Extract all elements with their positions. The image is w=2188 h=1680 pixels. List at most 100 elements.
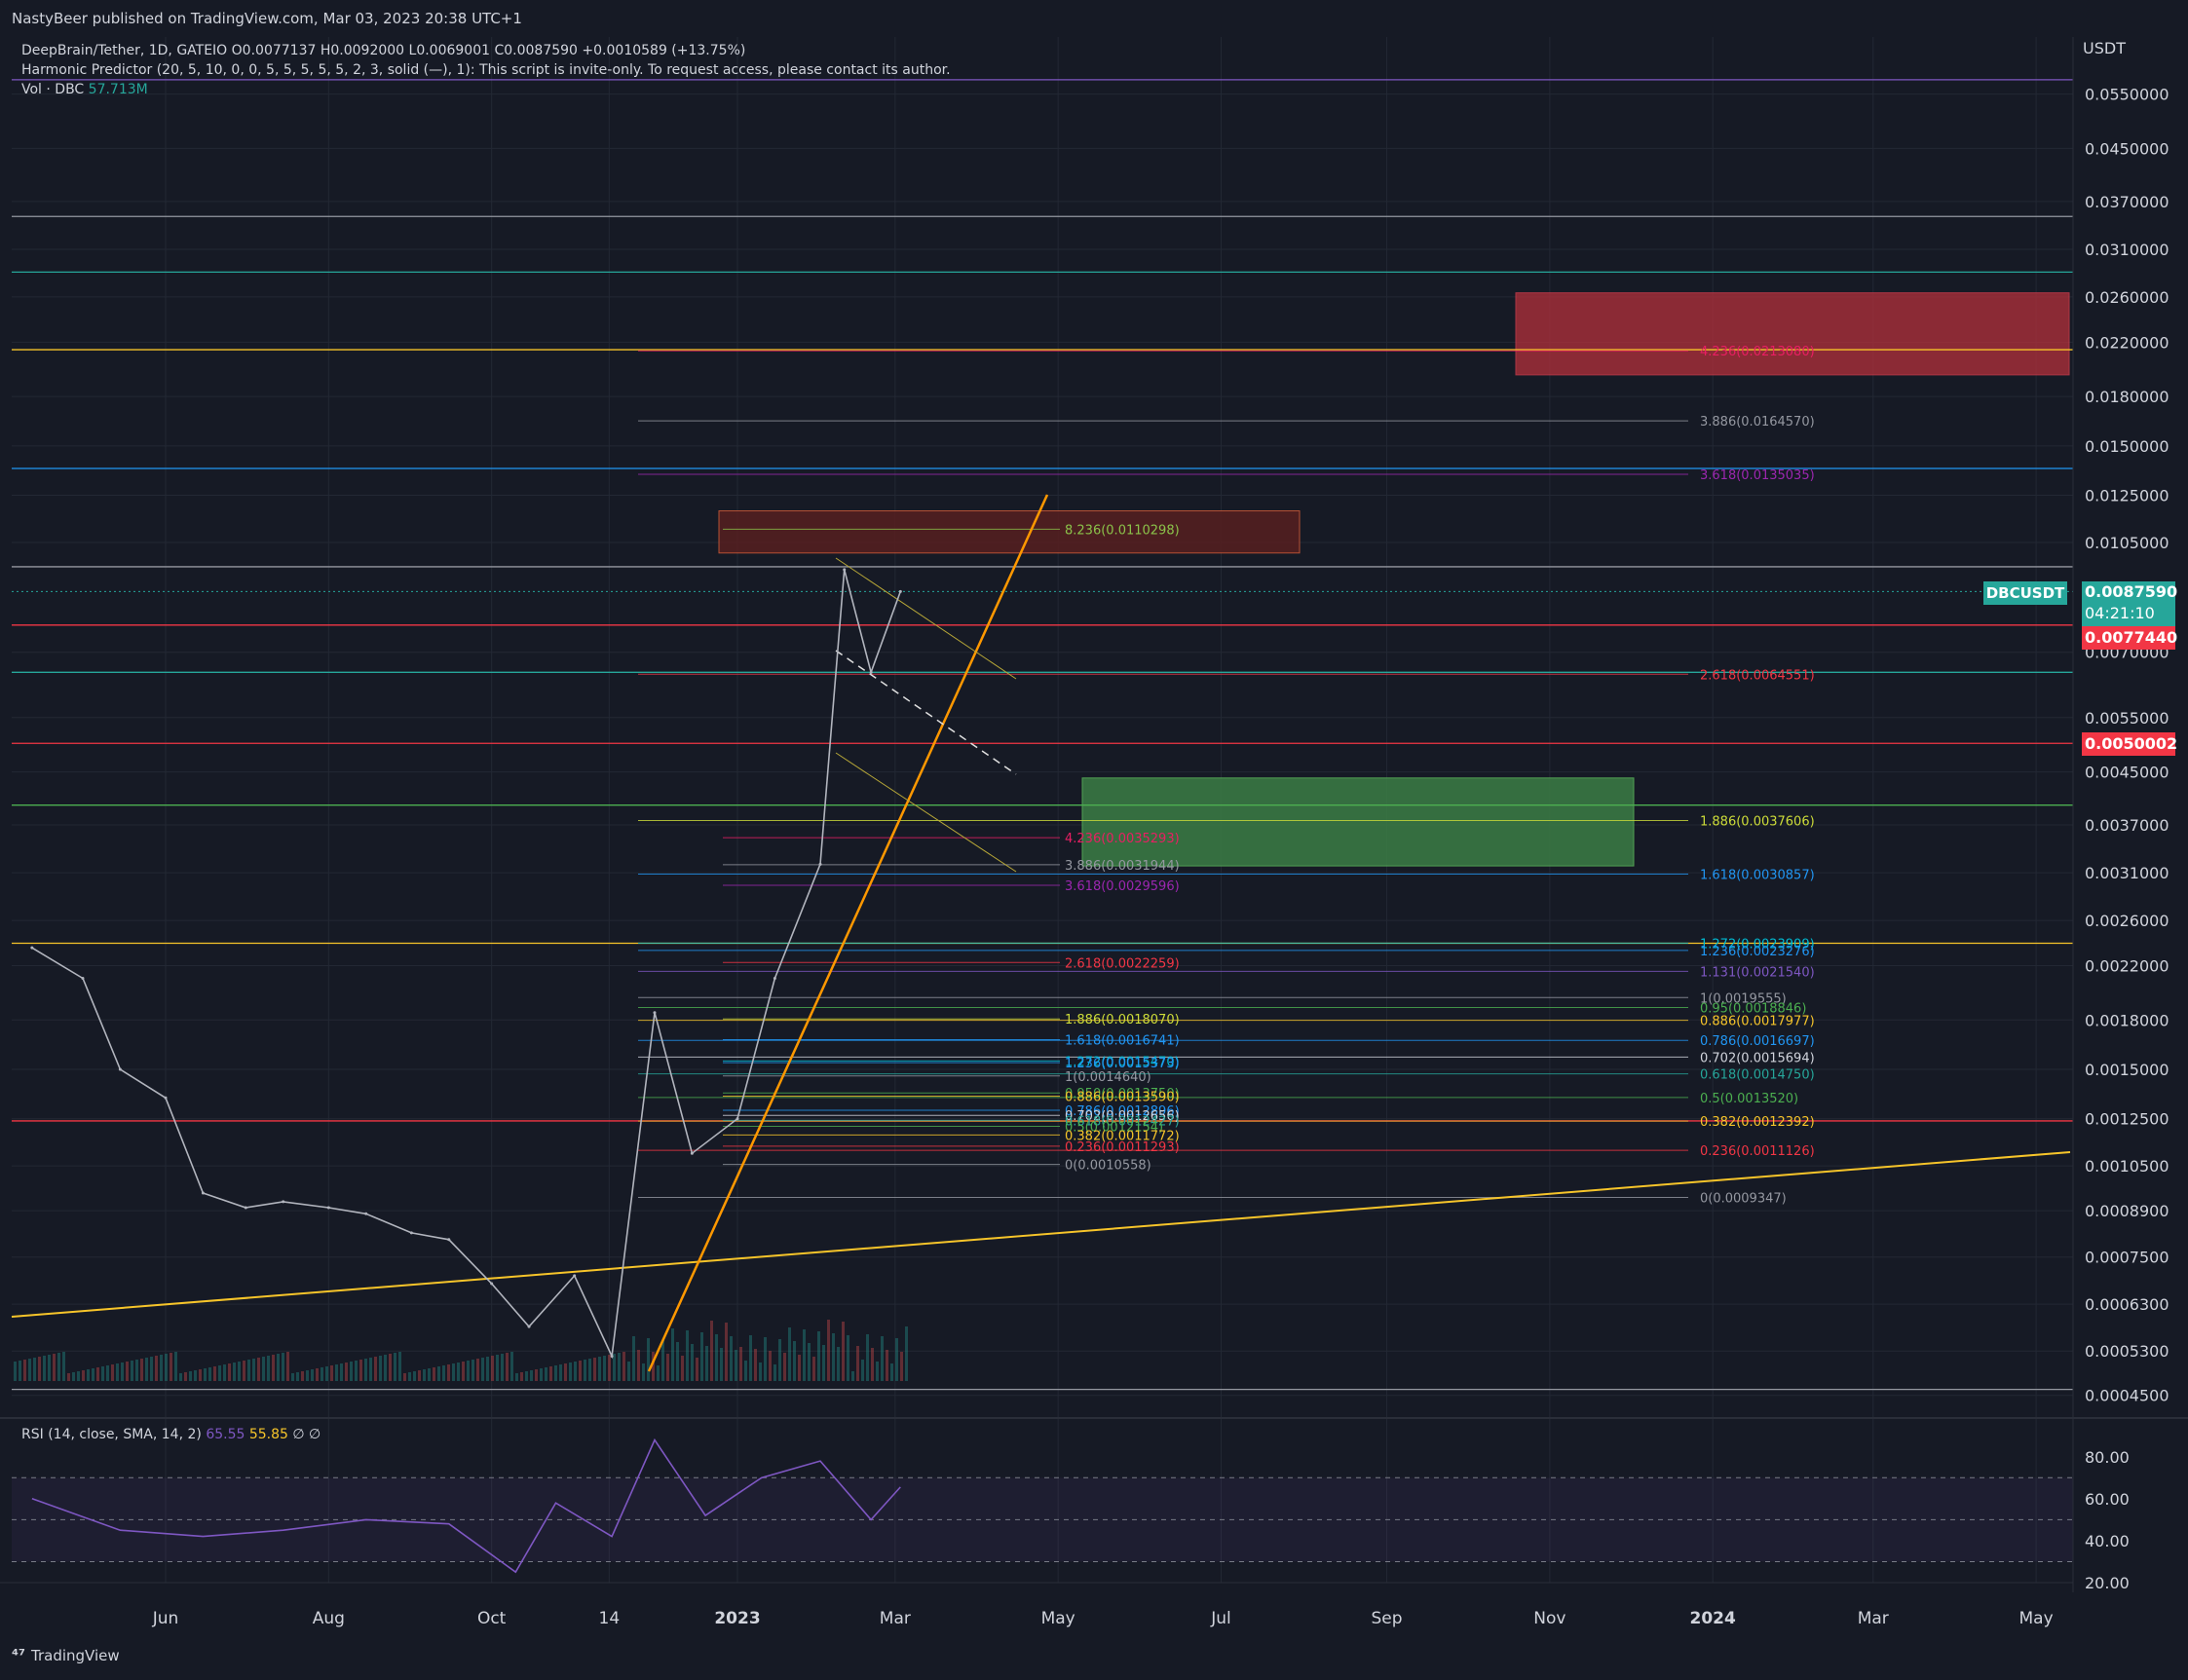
volume-bar <box>603 1356 606 1381</box>
volume-bar <box>584 1360 586 1381</box>
volume-bar <box>652 1352 655 1381</box>
fib-label-mid: 3.618(0.0029596) <box>1065 879 1180 894</box>
price-tick-label: 0.0310000 <box>2085 241 2169 259</box>
volume-bar <box>803 1329 806 1381</box>
volume-bar <box>618 1353 621 1381</box>
trend-lines[interactable] <box>11 494 2071 1372</box>
volume-bar <box>861 1360 864 1381</box>
volume-bar <box>267 1356 270 1381</box>
brand-text[interactable]: TradingView <box>31 1646 120 1664</box>
volume-bars <box>14 1320 908 1381</box>
volume-bar <box>886 1350 888 1381</box>
indicator-line[interactable]: Harmonic Predictor (20, 5, 10, 0, 0, 5, … <box>21 62 951 78</box>
fib-label-right: 2.618(0.0064551) <box>1700 668 1815 683</box>
fib-label-mid: 1.272(0.0015470) <box>1065 1055 1180 1069</box>
target-zones <box>718 292 2070 867</box>
volume-bar <box>345 1363 348 1381</box>
fib-label-mid: 1.618(0.0016741) <box>1065 1033 1180 1048</box>
fib-label-right: 0.618(0.0014750) <box>1700 1068 1815 1083</box>
current-price: 0.0087590 <box>2085 582 2178 601</box>
volume-bar <box>301 1371 304 1381</box>
volume-bar <box>111 1364 114 1381</box>
volume-bar <box>408 1372 411 1381</box>
channel-mid <box>835 650 1017 775</box>
time-tick-label: Sep <box>1372 1609 1403 1628</box>
symbol-line[interactable]: DeepBrain/Tether, 1D, GATEIO <box>21 43 228 58</box>
volume-bar <box>593 1358 596 1381</box>
target-zone-mid <box>718 510 1301 554</box>
footer: ⁴⁷ TradingView <box>12 1646 120 1664</box>
tradingview-logo-icon[interactable]: ⁴⁷ <box>12 1646 26 1664</box>
price-unit: USDT <box>2083 39 2126 57</box>
volume-bar <box>520 1372 523 1381</box>
volume-bar <box>38 1357 41 1381</box>
volume-bar <box>286 1352 289 1381</box>
volume-bar <box>686 1330 689 1381</box>
volume-bar <box>179 1373 182 1381</box>
volume-bar <box>418 1370 421 1381</box>
time-tick-label: 2024 <box>1690 1609 1736 1628</box>
fib-label-right: 1.886(0.0037606) <box>1700 814 1815 829</box>
volume-bar <box>359 1360 362 1381</box>
volume-bar <box>442 1365 445 1381</box>
volume-bar <box>170 1353 172 1381</box>
volume-bar <box>476 1359 479 1381</box>
rsi-sma-value: 55.85 <box>248 1427 288 1442</box>
volume-bar <box>282 1353 284 1381</box>
time-tick-label: Mar <box>1858 1609 1889 1628</box>
price-tick-label: 0.0550000 <box>2085 86 2169 104</box>
volume-bar <box>48 1355 51 1381</box>
volume-bar <box>165 1354 168 1381</box>
horizontal-levels <box>12 79 2073 1391</box>
volume-bar <box>92 1368 94 1381</box>
volume-bar <box>316 1368 319 1381</box>
volume-bar <box>379 1356 382 1381</box>
volume-bar <box>62 1352 65 1381</box>
volume-bar <box>199 1369 202 1381</box>
volume-bar <box>832 1333 835 1381</box>
volume-bar <box>569 1363 572 1381</box>
fib-label-mid: 4.236(0.0035293) <box>1065 832 1180 846</box>
price-tick-label: 0.0008900 <box>2085 1202 2169 1220</box>
price-tick-label: 0.0012500 <box>2085 1110 2169 1129</box>
volume-bar <box>355 1361 358 1381</box>
volume-bar <box>481 1358 484 1381</box>
volume-bar <box>140 1359 143 1381</box>
price-series-line <box>31 569 902 1360</box>
rsi-tick-label: 60.00 <box>2085 1490 2130 1509</box>
volume-bar <box>510 1352 513 1381</box>
volume-bar <box>842 1322 845 1381</box>
vol-label[interactable]: Vol · DBC <box>21 82 85 97</box>
fib-label-mid: 3.886(0.0031944) <box>1065 859 1180 874</box>
symbol-badge: DBCUSDT <box>1983 581 2067 605</box>
volume-bar <box>778 1339 781 1381</box>
volume-bar <box>116 1363 119 1381</box>
volume-bar <box>335 1364 338 1381</box>
fib-label-right: 1(0.0019555) <box>1700 991 1787 1006</box>
volume-bar <box>637 1350 640 1381</box>
rsi-label[interactable]: RSI (14, close, SMA, 14, 2) <box>21 1427 202 1442</box>
price-tick-label: 0.0180000 <box>2085 388 2169 406</box>
volume-bar <box>413 1371 416 1381</box>
volume-bar <box>735 1350 737 1381</box>
volume-bar <box>506 1353 509 1381</box>
target-zone-upper <box>1515 292 2070 376</box>
volume-bar <box>423 1369 426 1381</box>
volume-bar <box>837 1347 840 1381</box>
volume-bar <box>433 1367 435 1381</box>
fib-label-mid: 0.950(0.0013750) <box>1065 1087 1180 1101</box>
volume-bar <box>545 1367 547 1381</box>
volume-bar <box>681 1356 684 1381</box>
volume-bar <box>564 1363 567 1381</box>
volume-bar <box>691 1344 694 1381</box>
time-tick-label: Nov <box>1533 1609 1566 1628</box>
volume-bar <box>783 1353 786 1381</box>
volume-bar <box>622 1352 625 1381</box>
time-tick-label: May <box>2019 1609 2054 1628</box>
volume-bar <box>389 1354 392 1381</box>
fib-label-right: 1.272(0.0023909) <box>1700 937 1815 952</box>
volume-bar <box>613 1354 616 1381</box>
volume-bar <box>53 1354 56 1381</box>
time-tick-label: May <box>1041 1609 1075 1628</box>
